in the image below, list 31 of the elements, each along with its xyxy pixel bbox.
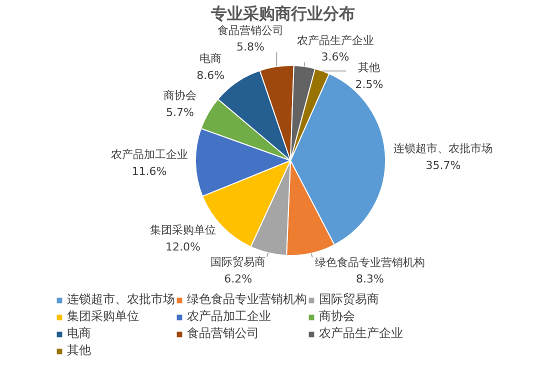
data-label: 35.7% (426, 159, 461, 172)
data-label: 8.6% (196, 69, 225, 82)
legend-label: 集团采购单位 (67, 308, 139, 325)
legend-label: 农产品加工企业 (187, 308, 271, 325)
data-label: 3.6% (321, 50, 350, 64)
data-label: 2.5% (355, 78, 384, 91)
slice-label: 连锁超市、农批市场 (394, 142, 493, 156)
slice-label: 食品营销公司 (218, 24, 284, 37)
legend-label: 其他 (67, 342, 91, 359)
legend-label: 农产品生产企业 (319, 325, 403, 342)
data-label: 6.2% (224, 272, 252, 286)
data-label: 5.7% (166, 106, 194, 120)
legend-label: 商协会 (319, 308, 355, 325)
data-label: 5.8% (236, 40, 265, 54)
slice-label: 农产品加工企业 (110, 148, 188, 161)
data-label: 11.6% (132, 164, 167, 178)
legend-label: 连锁超市、农批市场 (67, 291, 175, 308)
legend-label: 电商 (67, 325, 91, 342)
slice-label: 其他 (358, 61, 380, 74)
data-label: 8.3% (356, 272, 384, 286)
slice-label: 国际贸易商 (210, 255, 266, 268)
legend-label: 食品营销公司 (187, 325, 259, 342)
legend-label: 绿色食品专业营销机构 (187, 291, 307, 308)
slice-label: 集团采购单位 (150, 224, 216, 237)
slice-label: 电商 (200, 52, 222, 66)
slice-label: 农产品生产企业 (296, 34, 374, 47)
legend-label: 国际贸易商 (319, 291, 379, 308)
slice-label: 绿色食品专业营销机构 (314, 256, 425, 269)
chart-title: 专业采购商行业分布 (210, 4, 355, 23)
slice-label: 商协会 (163, 89, 196, 102)
data-label: 12.0% (165, 240, 200, 254)
